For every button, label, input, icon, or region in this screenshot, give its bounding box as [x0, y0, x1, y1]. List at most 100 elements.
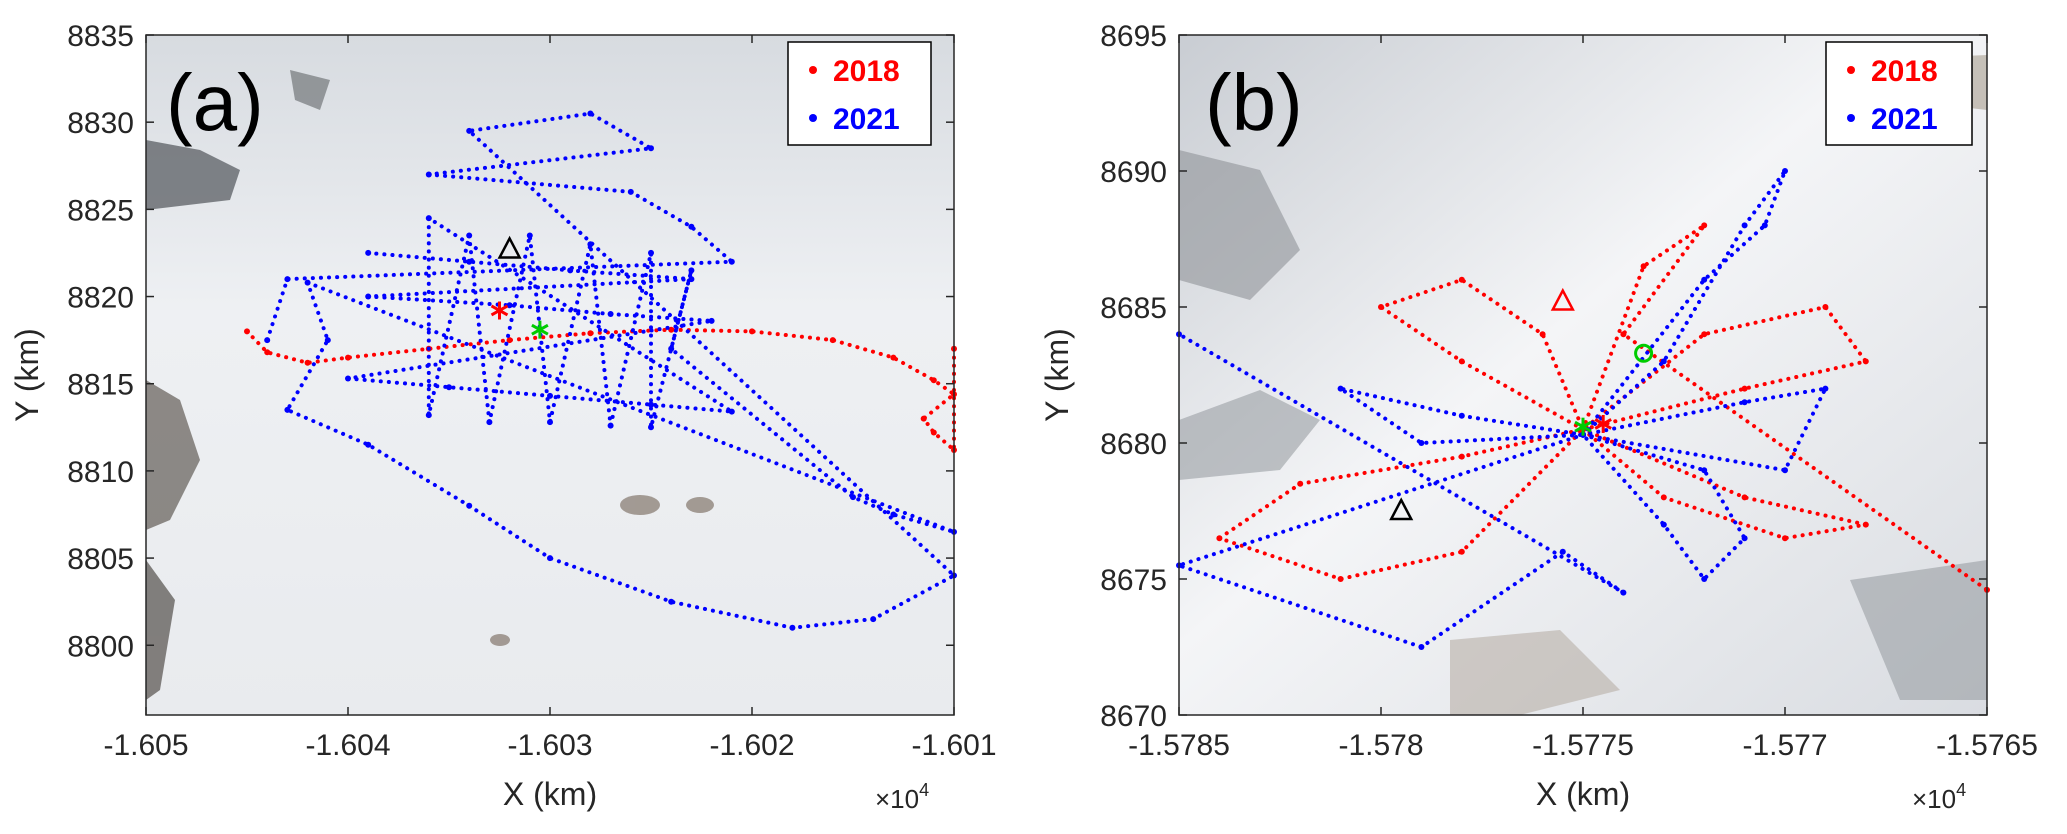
- asterisk-stroke: [490, 304, 509, 317]
- series-2018-point: [1216, 535, 1223, 542]
- series-2021-point: [587, 110, 594, 117]
- black-triangle-marker: [1389, 497, 1414, 521]
- series-2021-point: [466, 502, 473, 509]
- series-2018-point: [930, 429, 937, 436]
- series-2021-point: [547, 392, 553, 399]
- series-2021-point: [284, 406, 291, 413]
- asterisk-stroke: [1594, 418, 1612, 430]
- x-tick-label: -1.603: [507, 729, 592, 762]
- panel-b-legend: 2018 2021: [1825, 41, 1973, 146]
- series-2021-point: [587, 241, 594, 248]
- panel-a-data: [244, 110, 958, 631]
- series-2021-point: [1741, 535, 1748, 542]
- legend-2021-label: 2021: [833, 103, 900, 136]
- series-2018-point: [1458, 453, 1465, 460]
- x-tick-label: -1.601: [911, 729, 996, 762]
- series-2021-point: [264, 337, 271, 344]
- series-2018-point: [1458, 276, 1465, 283]
- red-star-marker: [1594, 414, 1612, 433]
- series-2018-point: [1458, 358, 1465, 365]
- series-2021-point: [1418, 644, 1425, 650]
- panel-b-legend-box: [1825, 41, 1973, 146]
- series-2021-point: [870, 616, 877, 623]
- series-2021-point: [324, 337, 331, 344]
- green-star-marker: [531, 320, 549, 339]
- legend-2018-label: 2018: [833, 55, 900, 88]
- series-2021-point: [486, 419, 493, 426]
- y-tick-label: 8820: [67, 282, 134, 315]
- series-2018-point: [930, 377, 937, 384]
- series-2021-point: [688, 267, 695, 274]
- series-2018-point: [829, 337, 836, 344]
- series-2018-point: [749, 328, 755, 335]
- panel-a: -1.605 -1.604 -1.603 -1.602 -1.601 880088058…: [9, 20, 997, 814]
- series-2021-point: [446, 384, 452, 391]
- series-2018-point: [668, 326, 675, 333]
- panel-a-y-ticks: 8800 8805 8810 8815 8820 8825 8830 8835: [67, 20, 954, 663]
- y-tick-label: 8800: [67, 630, 134, 663]
- series-2018-point: [890, 354, 897, 361]
- series-2018-point: [244, 328, 250, 335]
- series-2021-point: [547, 419, 553, 426]
- green-circle-marker: [1634, 343, 1654, 363]
- legend-2021-dot: [809, 114, 817, 122]
- series-2021-point: [284, 276, 291, 283]
- x-tick-label: -1.5785: [1128, 729, 1230, 762]
- series-2021-point: [1620, 589, 1627, 596]
- series-2018-point: [1660, 494, 1667, 501]
- series-2021-point: [304, 279, 311, 286]
- series-2021-point: [1458, 412, 1465, 419]
- triangle-marker: [497, 235, 522, 259]
- series-2021-point: [1660, 358, 1667, 365]
- panel-b-x-ticks: -1.5785 -1.578 -1.5775 -1.577 -1.5765: [1128, 35, 2038, 762]
- panel-a-legend: 2018 2021: [787, 41, 932, 146]
- series-2021-point: [668, 598, 675, 605]
- series-2021-point: [890, 511, 897, 518]
- series-2021-point: [648, 401, 654, 408]
- series-2021-point: [789, 624, 796, 631]
- red-star-marker: [490, 301, 509, 320]
- series-2018-point: [587, 330, 594, 337]
- series-2021-point: [365, 249, 372, 256]
- series-2021-point: [365, 293, 372, 300]
- series-2021-point: [1782, 168, 1788, 174]
- series-2018-point: [920, 415, 927, 422]
- series-2018-point: [1741, 385, 1748, 392]
- series-2018-point: [1701, 331, 1708, 338]
- y-tick-label: 8830: [67, 107, 134, 140]
- series-2021-point: [345, 375, 351, 382]
- legend-2018-label: 2018: [1871, 55, 1938, 88]
- x-tick-label: -1.577: [1742, 729, 1827, 762]
- series-2018-point: [345, 354, 351, 361]
- panel-a-label: (a): [166, 58, 264, 147]
- series-2018-point: [1782, 535, 1788, 542]
- asterisk-stroke: [1574, 420, 1592, 433]
- y-tick-label: 8695: [1100, 20, 1167, 53]
- series-2021-point: [607, 311, 614, 317]
- panel-b-label: (b): [1205, 58, 1303, 147]
- series-2021-point: [1418, 440, 1425, 446]
- series-2021-point: [547, 555, 553, 562]
- x-tick-label: -1.578: [1338, 729, 1423, 762]
- series-2021-point: [1822, 385, 1829, 392]
- series-2021-point: [850, 494, 856, 501]
- asterisk-stroke: [531, 323, 549, 336]
- series-2018-track: [1214, 223, 1989, 592]
- series-2021-point: [365, 441, 372, 448]
- series-2021-point: [1701, 576, 1708, 582]
- series-2021-point: [466, 127, 473, 134]
- series-2021-track: [265, 111, 958, 630]
- x-tick-label: -1.605: [103, 729, 188, 762]
- series-2018-point: [1620, 331, 1627, 338]
- panel-a-terrain: [146, 70, 714, 700]
- series-2021-point: [1660, 521, 1667, 528]
- panel-b-x-label: X (km): [1536, 776, 1630, 812]
- series-2021-point: [425, 215, 432, 222]
- red-triangle-marker: [1550, 287, 1575, 311]
- green-star-marker: [1574, 417, 1592, 436]
- panel-b-x-multiplier: ×104: [1912, 780, 1966, 814]
- series-2021-point: [466, 232, 473, 239]
- y-tick-label: 8825: [67, 194, 134, 227]
- y-tick-label: 8690: [1100, 156, 1167, 189]
- series-2021-point: [1782, 467, 1788, 474]
